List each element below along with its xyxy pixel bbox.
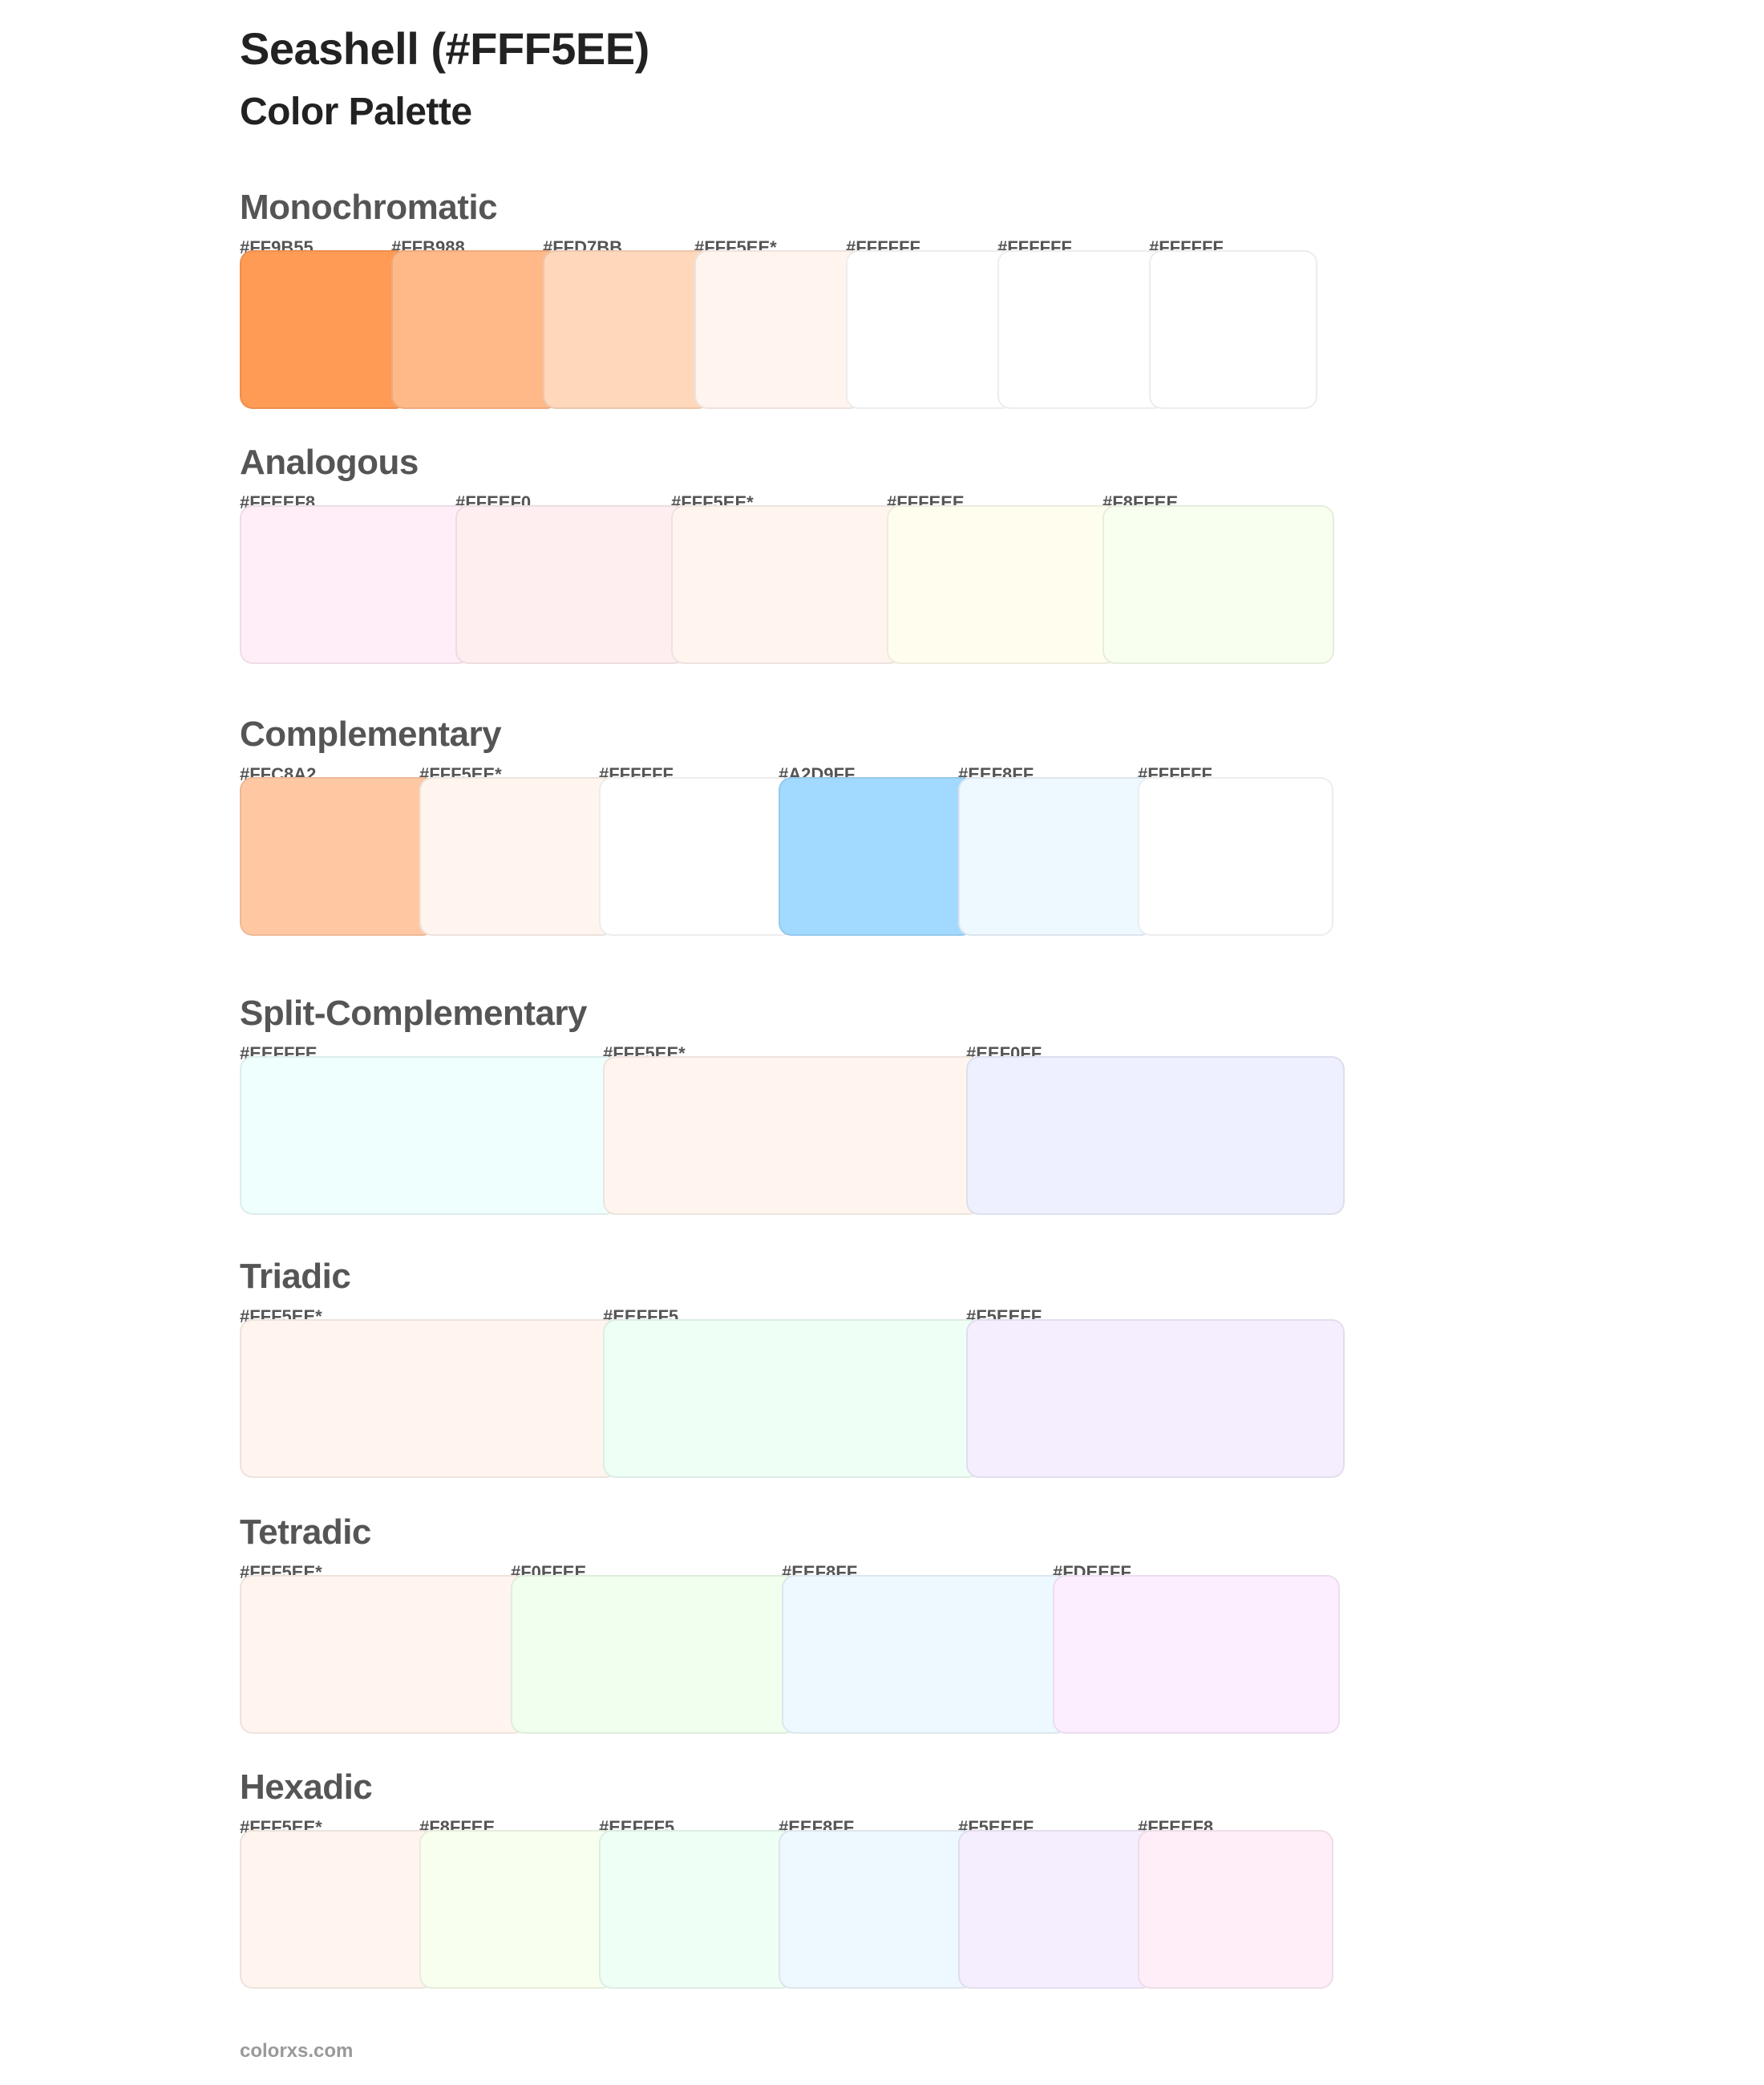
color-swatch[interactable] (240, 1830, 435, 1989)
color-swatch[interactable] (599, 1830, 795, 1989)
page-title: Seashell (#FFF5EE) (240, 23, 649, 74)
color-swatch[interactable] (779, 1830, 974, 1989)
color-swatch[interactable] (240, 1575, 527, 1734)
color-swatch[interactable] (966, 1319, 1345, 1478)
color-swatch[interactable] (240, 505, 471, 664)
section-heading: Hexadic (240, 1767, 373, 1807)
section-heading: Complementary (240, 715, 502, 754)
color-swatch[interactable] (603, 1056, 981, 1215)
section-monochromatic: Monochromatic #FF9B55 #FFB988 #FFD7BB #FFF5E… (240, 188, 1683, 428)
color-swatch[interactable] (782, 1575, 1069, 1734)
section-split-complementary: Split-Complementary #EEFFFE #FFF5EE* #EEF0F… (240, 994, 1683, 1234)
section-heading: Analogous (240, 443, 419, 482)
color-swatch[interactable] (1102, 505, 1334, 664)
color-swatch[interactable] (997, 250, 1166, 409)
page-subtitle: Color Palette (240, 91, 472, 133)
color-swatch[interactable] (958, 777, 1154, 936)
color-swatch[interactable] (240, 250, 408, 409)
color-swatch[interactable] (1138, 777, 1333, 936)
color-swatch[interactable] (240, 1056, 618, 1215)
color-swatch[interactable] (603, 1319, 981, 1478)
color-swatch[interactable] (1053, 1575, 1340, 1734)
color-swatch[interactable] (543, 250, 711, 409)
section-hexadic: Hexadic #FFF5EE* #F8FFEE #EEFFF5 #EEF8FF #F5E… (240, 1767, 1683, 2008)
section-heading: Triadic (240, 1257, 351, 1296)
color-swatch[interactable] (391, 250, 560, 409)
section-analogous: Analogous #FFEEF8 #FFEEF0 #FFF5EE* #FFFEEE #F… (240, 443, 1683, 683)
color-swatch[interactable] (671, 505, 903, 664)
color-swatch[interactable] (966, 1056, 1345, 1215)
color-swatch[interactable] (419, 777, 615, 936)
footer-site-link[interactable]: colorxs.com (240, 2040, 354, 2062)
color-swatch[interactable] (887, 505, 1119, 664)
color-swatch[interactable] (240, 1319, 618, 1478)
color-swatch[interactable] (455, 505, 687, 664)
section-heading: Tetradic (240, 1512, 371, 1552)
color-swatch[interactable] (779, 777, 974, 936)
color-swatch[interactable] (846, 250, 1014, 409)
color-swatch[interactable] (1149, 250, 1317, 409)
color-swatch[interactable] (240, 777, 435, 936)
color-swatch[interactable] (599, 777, 795, 936)
section-heading: Split-Complementary (240, 994, 588, 1033)
color-swatch[interactable] (419, 1830, 615, 1989)
color-swatch[interactable] (511, 1575, 798, 1734)
color-swatch[interactable] (958, 1830, 1154, 1989)
color-swatch[interactable] (1138, 1830, 1333, 1989)
section-triadic: Triadic #FFF5EE* #EEFFF5 #F5EEFF (240, 1257, 1683, 1497)
section-tetradic: Tetradic #FFF5EE* #F0FFEE #EEF8FF #FDEEFF (240, 1512, 1683, 1753)
color-swatch[interactable] (694, 250, 863, 409)
section-heading: Monochromatic (240, 188, 498, 227)
section-complementary: Complementary #FFC8A2 #FFF5EE* #FFFFFF #A2D9… (240, 715, 1683, 955)
